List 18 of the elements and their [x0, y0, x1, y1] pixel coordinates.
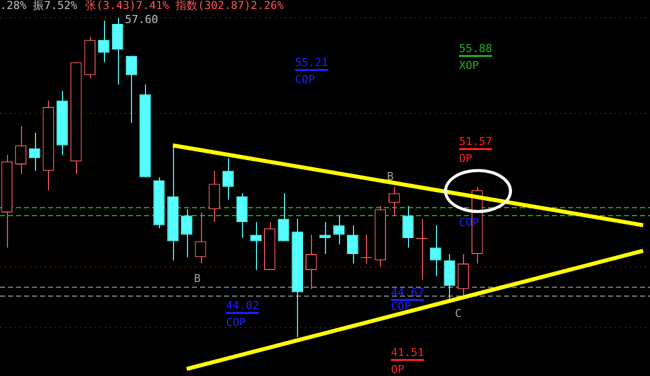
chart-subtitle: 张(3.43)7.41% 指数(302.87)2.26%: [85, 0, 284, 12]
annotation: C: [455, 307, 462, 320]
annotation: 55.88: [459, 42, 492, 57]
annotation: B: [387, 170, 394, 183]
annotation: 51.57: [459, 135, 492, 150]
annotation: 44.67: [391, 286, 424, 301]
annotation: B: [194, 272, 201, 285]
annotation: OP: [459, 152, 472, 165]
text: 41.51: [391, 346, 424, 361]
annotation: COP: [391, 300, 411, 313]
annotation: COP: [226, 316, 246, 329]
annotation: 55.21: [295, 56, 328, 71]
chart-title: .28% 振7.52%: [0, 0, 78, 12]
annotation: 44.02: [226, 299, 260, 314]
annotation: XOP: [459, 59, 479, 72]
annotation: COP: [295, 73, 315, 86]
text: OP: [391, 363, 404, 376]
annotation: 57.60: [125, 13, 158, 26]
